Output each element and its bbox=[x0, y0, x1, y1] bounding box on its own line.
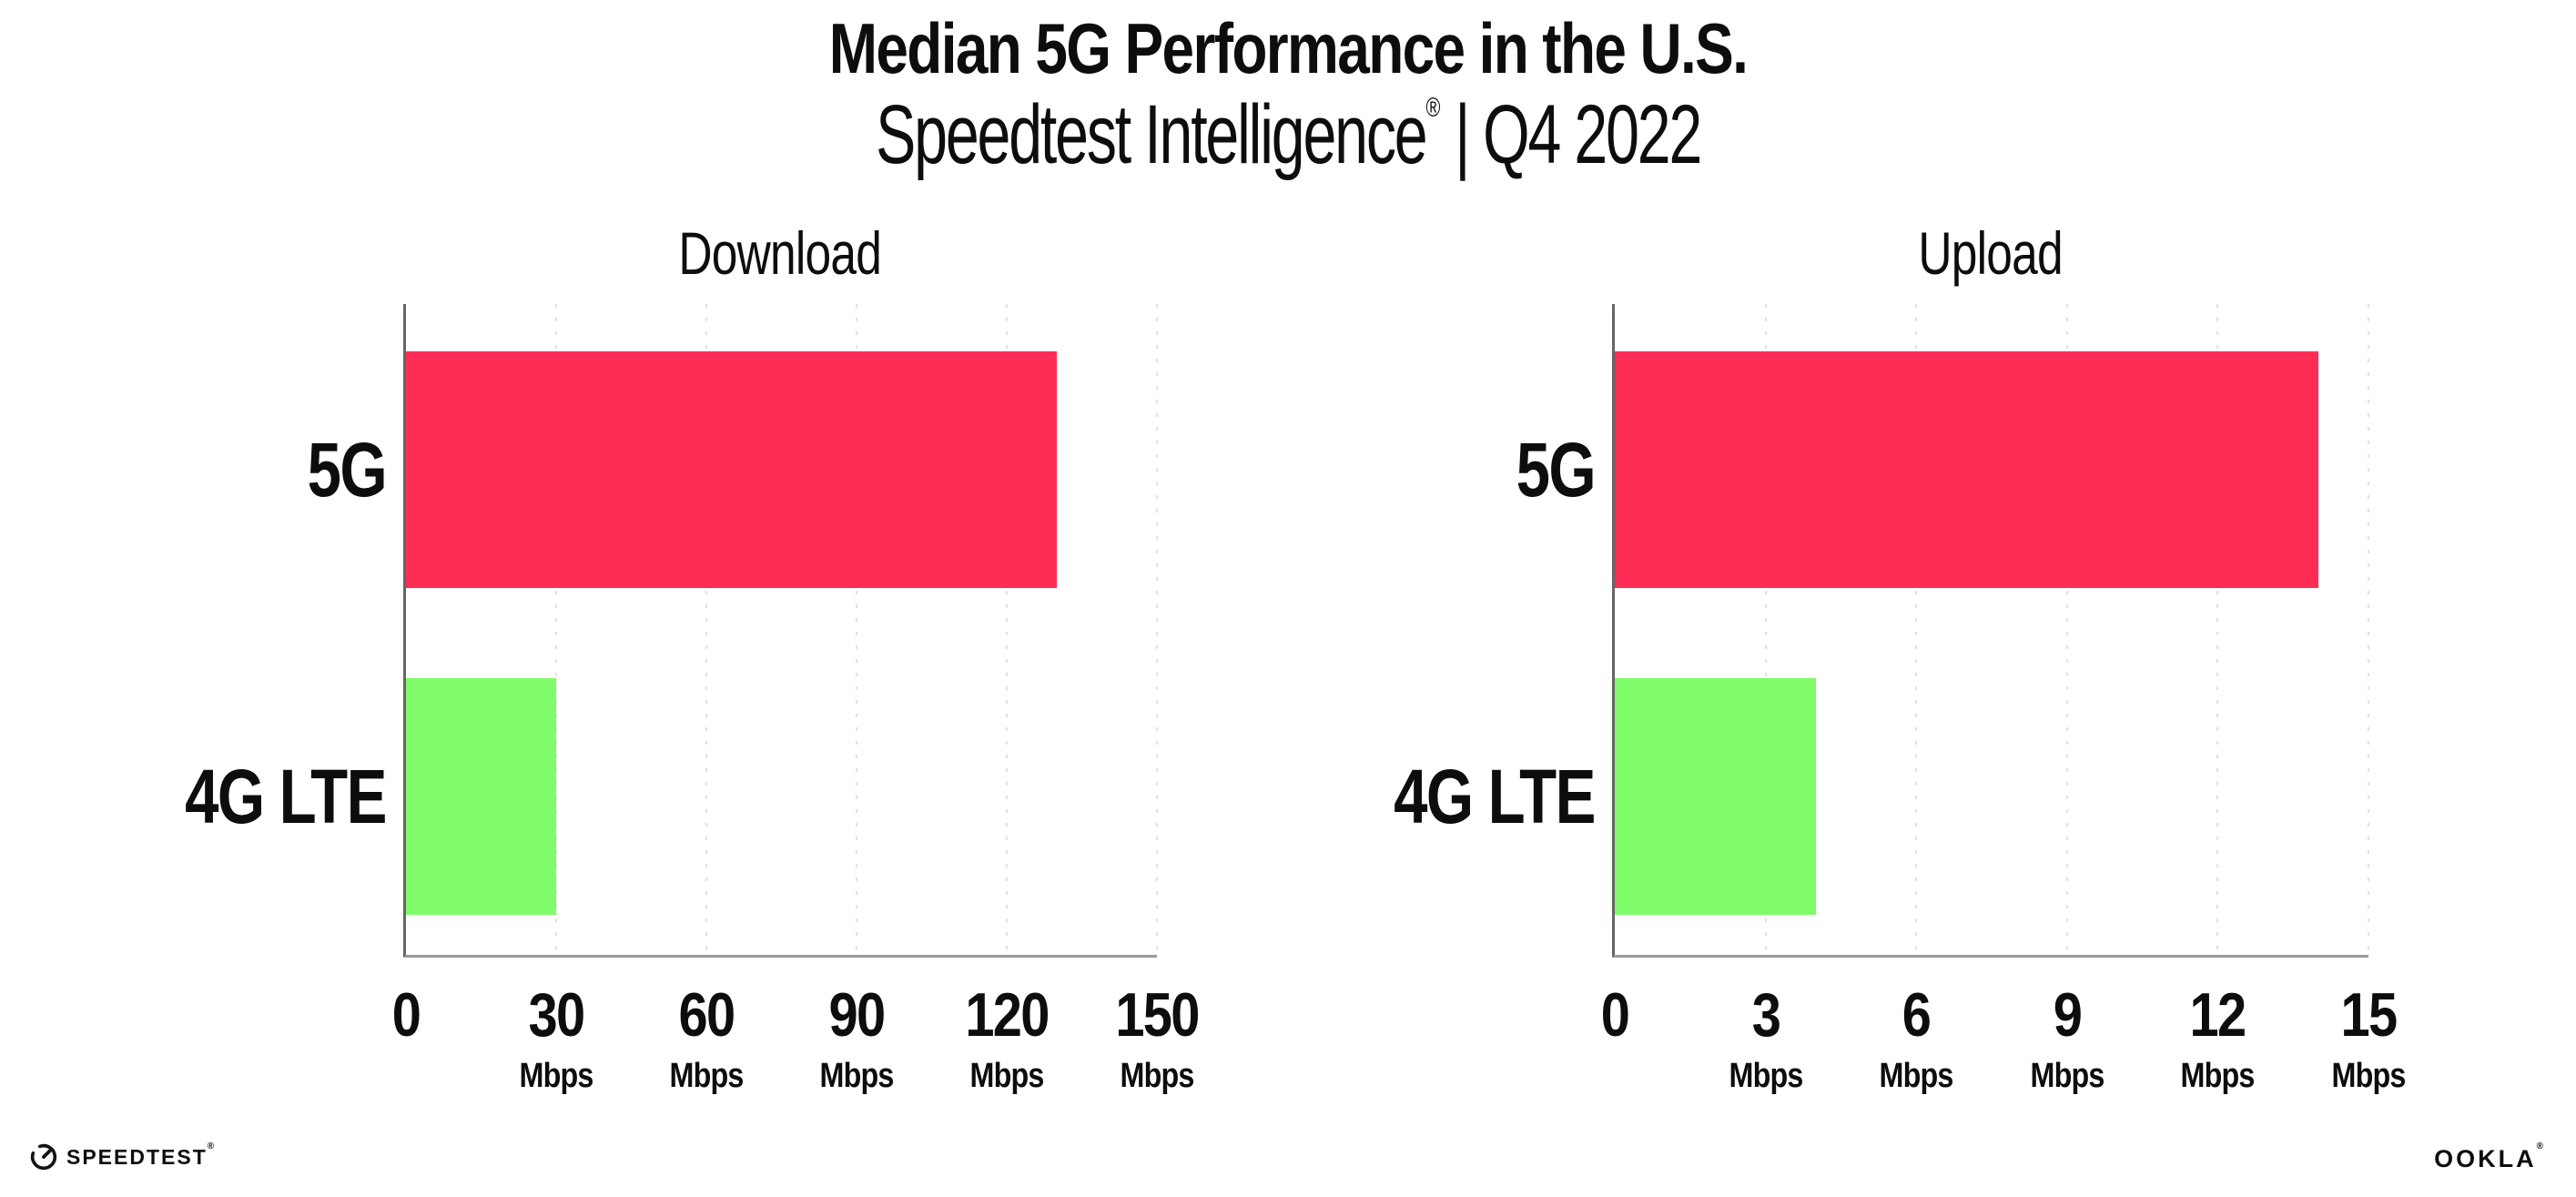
download-bar-5g bbox=[406, 351, 1057, 588]
xtick-unit: Mbps bbox=[2180, 1057, 2256, 1095]
xtick-value: 6 bbox=[1902, 980, 1932, 1050]
xtick-unit: Mbps bbox=[819, 1057, 895, 1095]
xtick-value: 12 bbox=[2189, 980, 2247, 1050]
category-label-text: 4G LTE bbox=[185, 753, 387, 839]
xtick-value: 150 bbox=[1115, 980, 1200, 1050]
gridline-upload-15 bbox=[2368, 304, 2369, 955]
ookla-wordmark-text: OOKLA bbox=[2434, 1145, 2537, 1172]
subtitle-divider: | bbox=[1455, 88, 1470, 181]
download-xtick-60: 60 Mbps bbox=[663, 984, 749, 1093]
gridline-upload-6 bbox=[1915, 304, 1918, 955]
download-xtick-90: 90 Mbps bbox=[813, 984, 899, 1093]
category-label-text: 5G bbox=[307, 426, 388, 512]
xtick-value: 0 bbox=[1600, 980, 1630, 1050]
subtitle-product: Speedtest Intelligence bbox=[876, 88, 1427, 181]
xtick-value: 120 bbox=[965, 980, 1050, 1050]
page-title: Median 5G Performance in the U.S. bbox=[828, 8, 1749, 88]
upload-chart-title: Upload bbox=[1918, 219, 2063, 287]
upload-bar-4g-lte bbox=[1615, 678, 1816, 915]
xtick-value: 3 bbox=[1751, 980, 1780, 1050]
figure-header: Median 5G Performance in the U.S. bbox=[0, 7, 2576, 90]
registered-trademark-icon: ® bbox=[1425, 93, 1441, 123]
upload-xtick-15: 15 Mbps bbox=[2325, 984, 2411, 1093]
download-xtick-120: 120 Mbps bbox=[958, 984, 1055, 1093]
gridline-upload-9 bbox=[2065, 304, 2068, 955]
subtitle-period: Q4 2022 bbox=[1482, 88, 1702, 181]
page-subtitle: Speedtest Intelligence® | Q4 2022 bbox=[876, 87, 1702, 183]
upload-category-label-4g-lte: 4G LTE bbox=[1344, 678, 1596, 915]
xtick-value: 0 bbox=[391, 980, 421, 1050]
speedtest-wordmark-text: SPEEDTEST bbox=[66, 1144, 208, 1169]
gridline-download-150 bbox=[1156, 304, 1158, 955]
xtick-value: 90 bbox=[828, 980, 887, 1050]
gridline-upload-12 bbox=[2216, 304, 2219, 955]
xtick-unit: Mbps bbox=[2331, 1057, 2407, 1095]
download-plot-area: 5G 4G LTE 0 30 Mbps 60 Mbps 90 Mbps 120 Mbps 150 Mbp… bbox=[185, 304, 1200, 1093]
upload-xtick-12: 12 Mbps bbox=[2175, 984, 2261, 1093]
download-xtick-150: 150 Mbps bbox=[1108, 984, 1205, 1093]
category-label-text: 4G LTE bbox=[1394, 753, 1596, 839]
download-chart-title: Download bbox=[678, 219, 882, 287]
upload-xtick-6: 6 Mbps bbox=[1873, 984, 1960, 1093]
xtick-value: 15 bbox=[2340, 980, 2399, 1050]
gridline-download-30 bbox=[555, 304, 557, 955]
speedtest-gauge-icon bbox=[30, 1143, 57, 1171]
xtick-value: 9 bbox=[2053, 980, 2083, 1050]
ookla-logo: OOKLA® bbox=[2434, 1141, 2546, 1173]
xtick-unit: Mbps bbox=[1879, 1057, 1954, 1095]
upload-chart-header: Upload bbox=[1612, 218, 2368, 288]
ookla-trademark-icon: ® bbox=[2536, 1141, 2546, 1151]
xtick-unit: Mbps bbox=[669, 1057, 745, 1095]
download-chart-header: Download bbox=[403, 218, 1157, 288]
download-category-label-5g: 5G bbox=[288, 351, 388, 588]
upload-xtick-3: 3 Mbps bbox=[1722, 984, 1809, 1093]
xtick-value: 30 bbox=[528, 980, 586, 1050]
category-label-text: 5G bbox=[1516, 426, 1597, 512]
gridline-download-120 bbox=[1006, 304, 1008, 955]
upload-xtick-9: 9 Mbps bbox=[2023, 984, 2110, 1093]
download-bar-4g-lte bbox=[406, 678, 556, 915]
gridline-download-60 bbox=[705, 304, 707, 955]
speedtest-wordmark: SPEEDTEST® bbox=[66, 1141, 216, 1170]
xtick-unit: Mbps bbox=[1120, 1057, 1195, 1095]
upload-xtick-0: 0 bbox=[1598, 984, 1631, 1046]
gridline-download-90 bbox=[856, 304, 857, 955]
xtick-value: 60 bbox=[678, 980, 736, 1050]
upload-bar-5g bbox=[1615, 351, 2318, 588]
xtick-unit: Mbps bbox=[1729, 1057, 1803, 1095]
speedtest-trademark-icon: ® bbox=[207, 1141, 217, 1151]
download-xtick-30: 30 Mbps bbox=[512, 984, 599, 1093]
xtick-unit: Mbps bbox=[519, 1057, 594, 1095]
speedtest-logo: SPEEDTEST® bbox=[30, 1141, 216, 1171]
upload-category-label-5g: 5G bbox=[1496, 351, 1597, 588]
xtick-unit: Mbps bbox=[2030, 1057, 2104, 1095]
gridline-upload-3 bbox=[1764, 304, 1767, 955]
figure-subheader: Speedtest Intelligence® | Q4 2022 bbox=[0, 87, 2576, 183]
download-category-label-4g-lte: 4G LTE bbox=[135, 678, 387, 915]
download-xtick-0: 0 bbox=[390, 984, 422, 1046]
xtick-unit: Mbps bbox=[969, 1057, 1045, 1095]
upload-plot-area: 5G 4G LTE 0 3 Mbps 6 Mbps 9 Mbps 12 Mbps 15 Mbps bbox=[1394, 304, 2406, 1093]
